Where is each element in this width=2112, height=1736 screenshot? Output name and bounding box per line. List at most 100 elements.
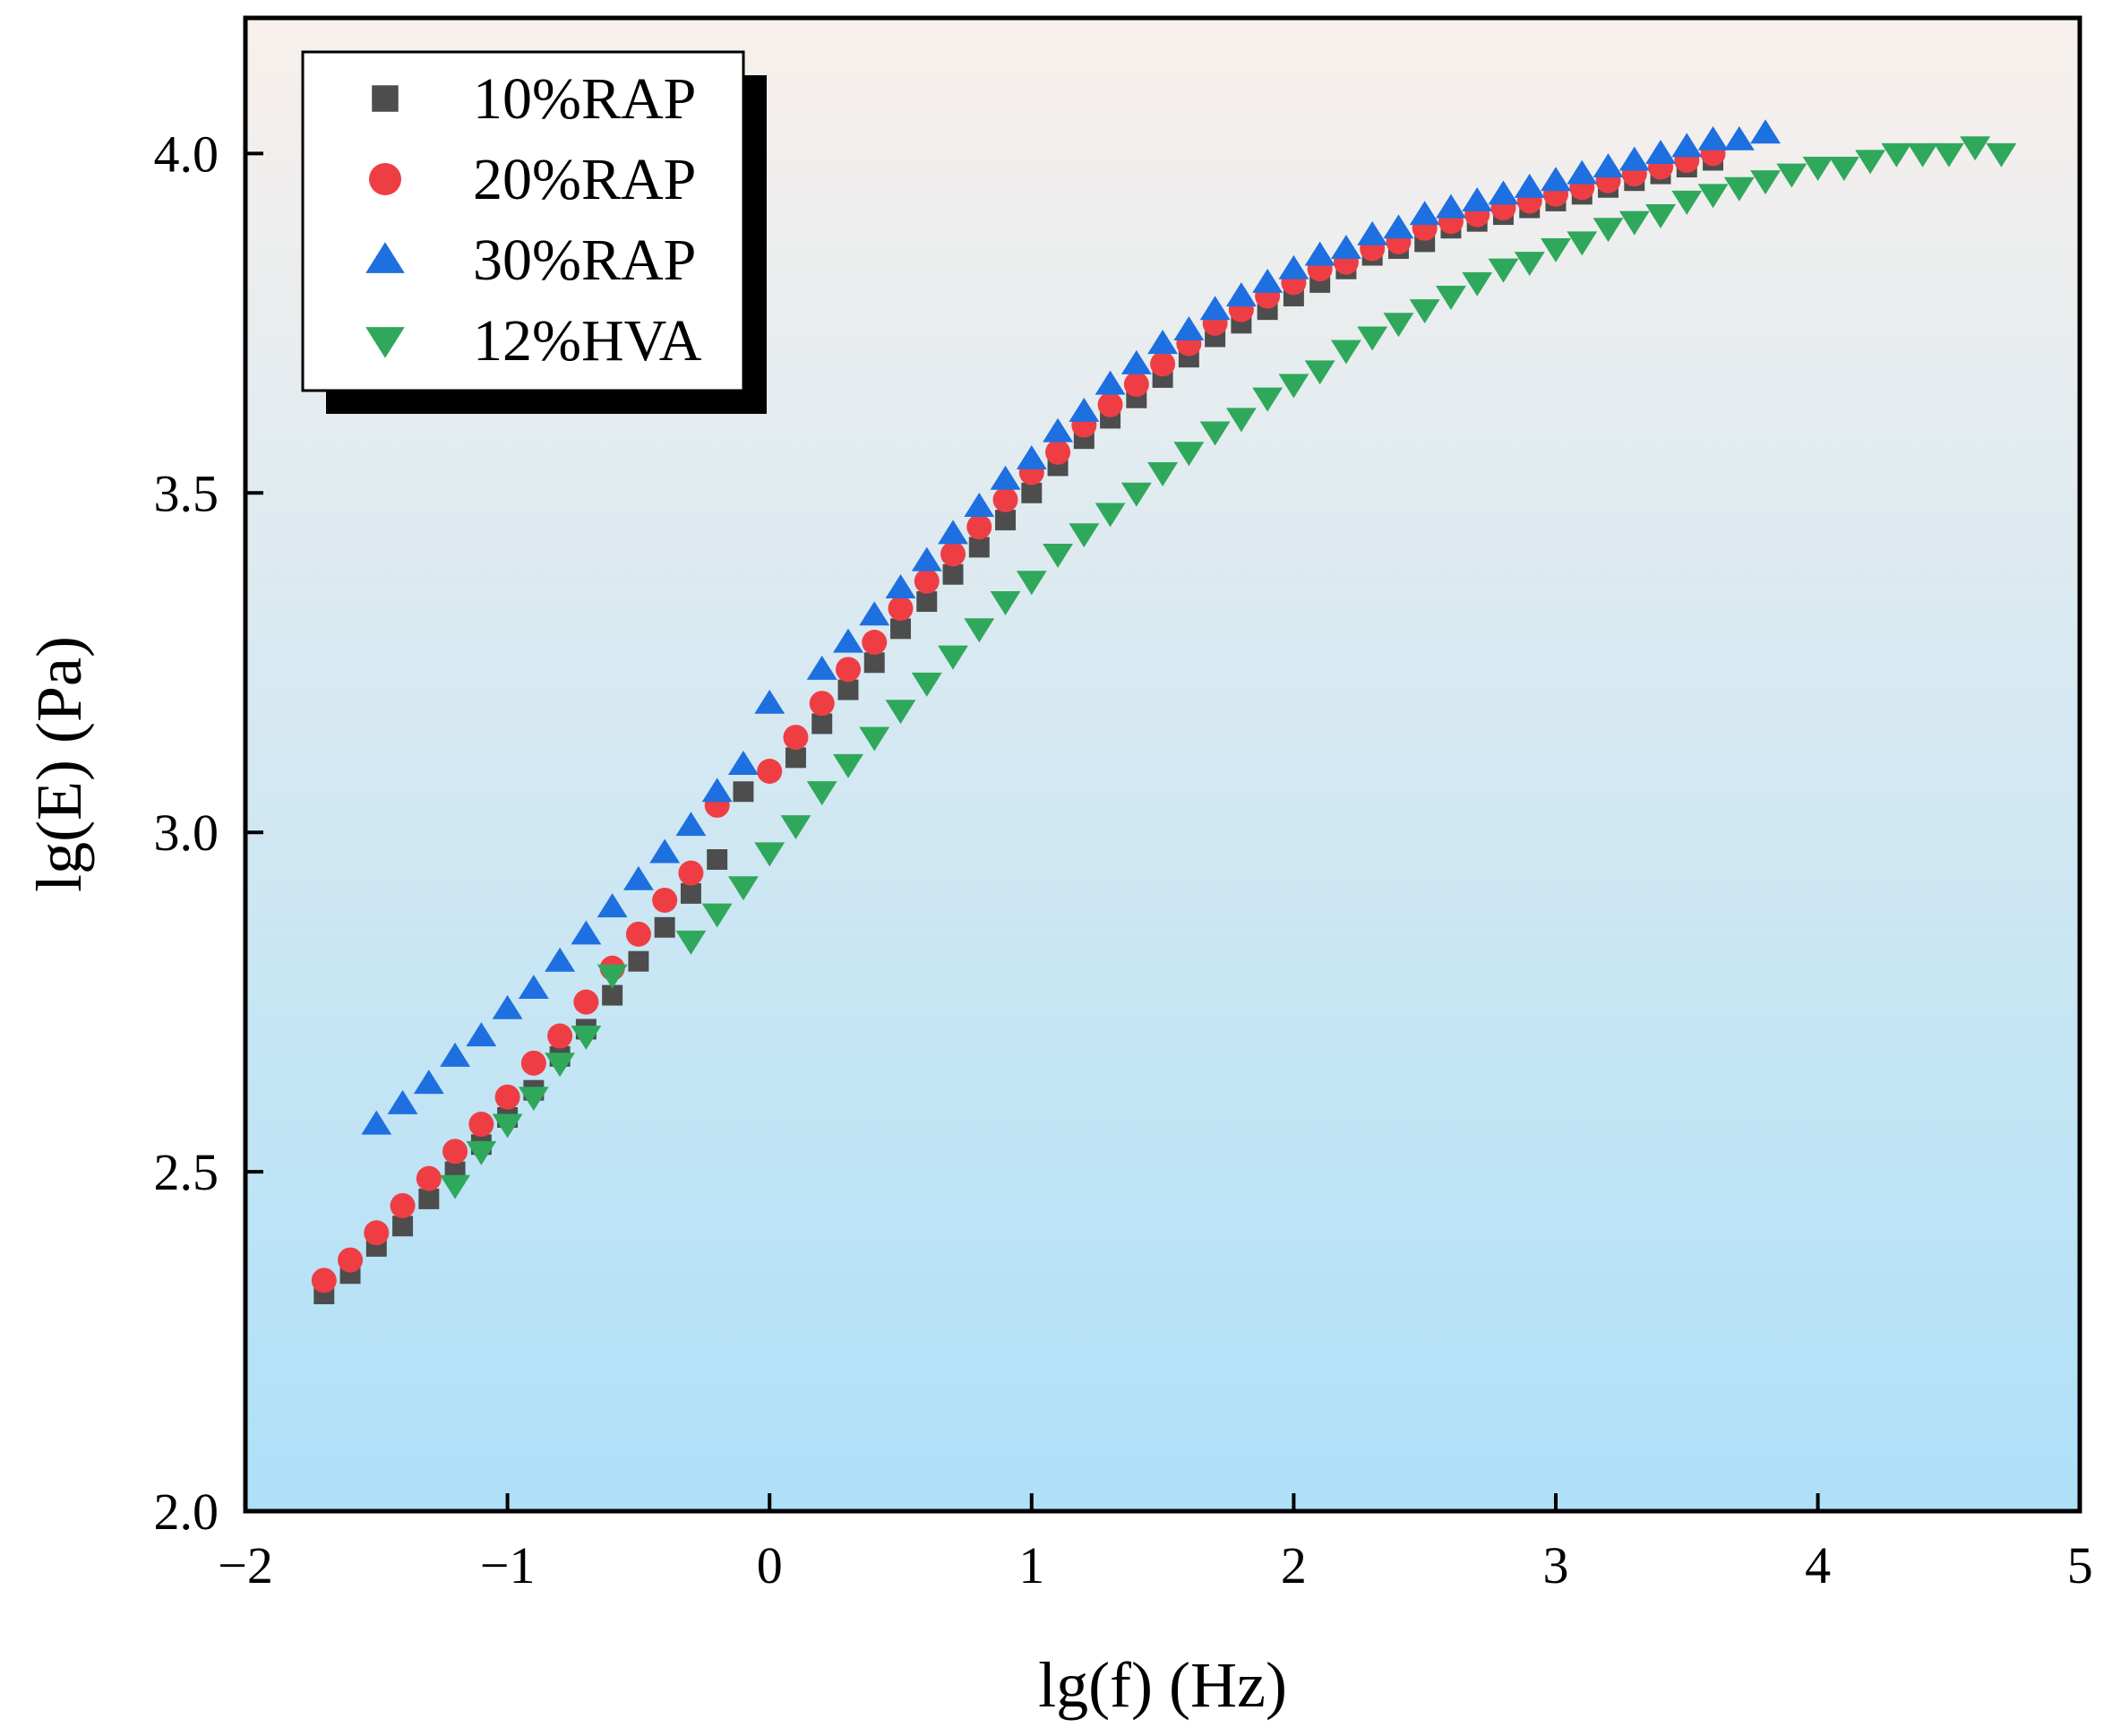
data-point — [1933, 142, 1964, 168]
data-point — [1567, 231, 1598, 256]
x-tick-label: 4 — [1805, 1536, 1831, 1594]
legend-label: 20%RAP — [473, 147, 696, 212]
data-point — [911, 546, 942, 572]
x-tick-labels: −2 −1 0 1 2 3 4 5 — [218, 1536, 2093, 1594]
data-point — [418, 1188, 440, 1209]
series-12-pct-hva — [440, 136, 2017, 1199]
data-point — [1618, 211, 1650, 236]
data-point — [1120, 349, 1152, 374]
legend-label: 12%HVA — [473, 308, 702, 374]
data-point — [392, 1216, 414, 1237]
data-point — [1541, 167, 1571, 192]
data-point — [1016, 445, 1047, 469]
legend-marker — [365, 327, 405, 358]
data-point — [1199, 421, 1231, 446]
data-point — [1671, 133, 1703, 158]
data-point — [1593, 218, 1624, 243]
data-point — [413, 1070, 444, 1095]
data-point — [1881, 142, 1912, 168]
data-point — [1043, 417, 1073, 443]
data-point — [911, 672, 942, 697]
data-point — [649, 838, 681, 864]
data-point — [680, 882, 701, 904]
data-point — [995, 510, 1017, 531]
data-point — [964, 493, 995, 518]
data-point — [885, 573, 916, 598]
data-point — [547, 1023, 573, 1049]
legend-marker — [365, 242, 405, 273]
data-point — [387, 1089, 418, 1114]
data-point — [1802, 157, 1833, 181]
data-point — [1304, 241, 1335, 266]
data-point — [1671, 190, 1703, 215]
data-point — [1750, 119, 1781, 144]
data-point — [885, 700, 916, 725]
data-point — [652, 887, 678, 913]
data-point — [545, 947, 576, 972]
data-point — [1960, 136, 1991, 161]
data-point — [1776, 163, 1807, 188]
data-point — [1645, 140, 1676, 164]
data-point — [361, 1110, 392, 1135]
data-point — [992, 486, 1018, 512]
data-point — [338, 1247, 364, 1273]
data-point — [1357, 326, 1388, 351]
data-point — [1123, 372, 1149, 398]
data-point — [440, 1174, 471, 1199]
legend-item: 12%HVA — [365, 308, 702, 374]
data-point — [1120, 482, 1152, 507]
data-point — [888, 596, 914, 622]
data-point — [733, 781, 754, 803]
data-point — [311, 1268, 337, 1293]
data-point — [1462, 187, 1493, 211]
legend-label: 30%RAP — [473, 228, 696, 293]
data-point — [1750, 170, 1781, 195]
data-point — [518, 975, 549, 1000]
plot-frame — [243, 15, 2082, 1514]
data-point — [1278, 374, 1309, 399]
data-point — [1436, 285, 1466, 310]
data-point — [990, 590, 1021, 615]
data-point — [1043, 543, 1073, 568]
data-point — [1150, 351, 1176, 377]
data-point — [968, 537, 990, 558]
data-point — [1436, 193, 1466, 219]
data-point — [806, 781, 837, 806]
data-point — [783, 725, 809, 751]
data-point — [754, 842, 786, 867]
data-point — [1147, 462, 1179, 486]
data-point — [571, 1025, 602, 1050]
data-point — [728, 751, 759, 775]
data-point — [1723, 125, 1755, 150]
x-tick-label: 3 — [1543, 1536, 1569, 1594]
data-point — [833, 753, 863, 778]
data-point — [597, 893, 628, 918]
data-point — [654, 916, 675, 938]
data-point — [785, 747, 806, 769]
data-point — [707, 849, 728, 870]
data-point — [1567, 159, 1598, 185]
legend-item: 10%RAP — [372, 66, 696, 132]
x-tick-label: −1 — [480, 1536, 536, 1594]
data-point — [520, 1050, 546, 1076]
x-tick-label: −2 — [218, 1536, 273, 1594]
data-point — [571, 920, 602, 945]
data-point — [757, 758, 783, 784]
data-point — [938, 520, 968, 545]
data-point — [1855, 150, 1886, 175]
legend-marker — [372, 85, 399, 112]
data-point — [701, 903, 733, 928]
legend-items: 10%RAP 20%RAP 30%RAP 12%HVA — [365, 66, 702, 374]
x-tick-label: 2 — [1281, 1536, 1307, 1594]
data-point — [390, 1192, 416, 1218]
data-point — [1069, 397, 1100, 422]
data-point — [862, 630, 888, 656]
data-point — [1357, 220, 1388, 245]
data-point — [863, 652, 885, 674]
data-point — [1593, 153, 1624, 178]
data-point — [942, 563, 964, 585]
y-tick-label: 2.5 — [154, 1143, 219, 1201]
data-point — [1488, 180, 1519, 205]
data-point — [966, 514, 992, 540]
data-point — [859, 726, 890, 752]
